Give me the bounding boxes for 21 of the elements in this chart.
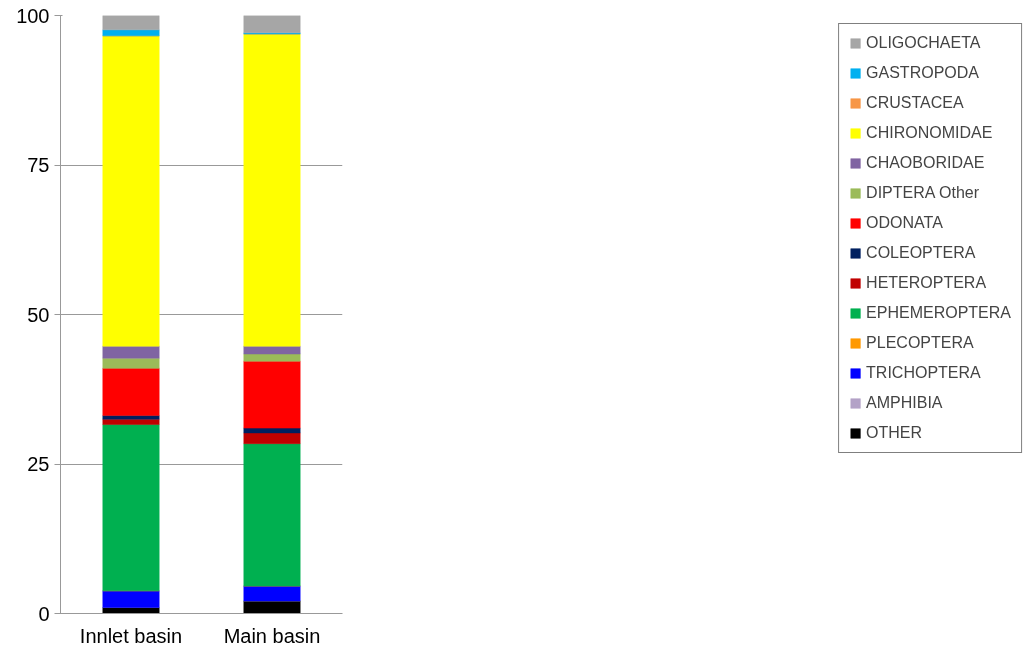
x-tick-label: Innlet basin: [79, 624, 183, 647]
y-tick-label: 100: [16, 4, 50, 27]
legend-label: TRICHOPTERA: [866, 364, 981, 382]
x-tick-label: Main basin: [223, 624, 321, 647]
legend-label: HETEROPTERA: [866, 274, 987, 292]
legend-label: CHAOBORIDAE: [866, 154, 985, 172]
legend-label: PLECOPTERA: [866, 334, 974, 352]
legend-label: AMPHIBIA: [866, 394, 943, 412]
legend-label: EPHEMEROPTERA: [866, 304, 1011, 322]
legend-label: GASTROPODA: [866, 64, 979, 82]
y-tick-label: 0: [38, 602, 50, 625]
legend-label: ODONATA: [866, 214, 943, 232]
legend-label: OLIGOCHAETA: [866, 34, 981, 52]
legend-label: DIPTERA Other: [866, 184, 979, 202]
y-tick-label: 75: [27, 154, 50, 176]
legend-label: COLEOPTERA: [866, 244, 976, 262]
y-tick-label: 25: [27, 453, 50, 475]
legend-label: OTHER: [866, 424, 923, 442]
y-tick-label: 50: [27, 303, 50, 326]
legend-label: CHIRONOMIDAE: [866, 124, 993, 142]
legend-label: CRUSTACEA: [866, 94, 964, 112]
